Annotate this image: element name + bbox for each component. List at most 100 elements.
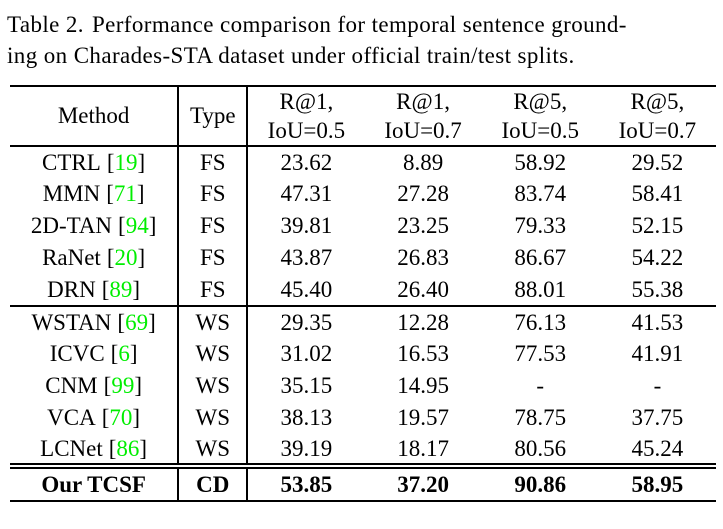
citation-link[interactable]: 70 bbox=[109, 405, 133, 430]
cell-type: WS bbox=[178, 402, 249, 434]
cell-value: 88.01 bbox=[481, 274, 599, 307]
citation-link[interactable]: 69 bbox=[125, 309, 149, 335]
header-metric-bottom: IoU=0.7 bbox=[384, 118, 462, 143]
cell-value: 79.33 bbox=[514, 213, 567, 238]
method-name: RaNet bbox=[42, 245, 101, 270]
cite-bracket-close: ] bbox=[137, 245, 146, 270]
col-header-r5-iou05: R@5, IoU=0.5 bbox=[481, 86, 599, 147]
cell-value: 47.31 bbox=[280, 181, 333, 206]
citation: [86] bbox=[109, 436, 147, 461]
table-row-drn: DRN [89] FS 45.40 26.40 88.01 55.38 bbox=[10, 274, 716, 307]
citation-link[interactable]: 71 bbox=[113, 181, 137, 206]
cell-value: 18.17 bbox=[397, 435, 449, 461]
method-name: ICVC bbox=[49, 341, 105, 366]
cell-type: WS bbox=[178, 370, 249, 402]
cite-bracket-open: [ bbox=[101, 276, 110, 302]
cell-value: - bbox=[653, 373, 662, 398]
cite-bracket-close: ] bbox=[148, 309, 156, 335]
cell-type: FS bbox=[178, 242, 249, 274]
cell-value: 39.81 bbox=[280, 213, 333, 238]
col-header-r5-iou07: R@5, IoU=0.7 bbox=[598, 86, 716, 147]
cell-value: 38.13 bbox=[280, 405, 333, 430]
method-name: MMN bbox=[42, 181, 101, 206]
method-name: WSTAN bbox=[31, 309, 112, 335]
cell-value: 23.62 bbox=[280, 149, 333, 175]
cite-bracket-open: [ bbox=[101, 405, 110, 430]
citation-link[interactable]: 6 bbox=[118, 341, 130, 366]
cell-method: CTRL [19] bbox=[10, 146, 180, 178]
cell-type: FS bbox=[178, 178, 249, 210]
cite-bracket-open: [ bbox=[106, 245, 115, 270]
cite-bracket-close: ] bbox=[136, 181, 145, 206]
method-name: VCA bbox=[47, 405, 96, 430]
cell-value: 39.19 bbox=[280, 435, 333, 461]
header-metric-bottom: IoU=0.7 bbox=[618, 118, 697, 143]
col-header-r1-iou05: R@1, IoU=0.5 bbox=[247, 86, 365, 147]
cell-value: 76.13 bbox=[514, 309, 567, 335]
table-row-wstan: WSTAN [69] WS 29.35 12.28 76.13 41.53 bbox=[10, 306, 716, 338]
cite-bracket-open: [ bbox=[118, 213, 126, 238]
cell-value: 58.92 bbox=[514, 149, 567, 175]
cell-value: 31.02 bbox=[280, 341, 333, 366]
header-row: Method Type R@1, IoU=0.5 R@1, IoU=0.7 R@… bbox=[10, 86, 716, 147]
cell-value: 16.53 bbox=[397, 341, 449, 366]
table-row-mmn: MMN [71] FS 47.31 27.28 83.74 58.41 bbox=[10, 178, 716, 210]
cell-type: FS bbox=[178, 274, 249, 307]
cite-bracket-close: ] bbox=[134, 373, 142, 398]
cite-bracket-open: [ bbox=[106, 149, 115, 175]
cite-bracket-open: [ bbox=[103, 373, 112, 398]
citation: [70] bbox=[102, 405, 140, 430]
citation-link[interactable]: 94 bbox=[125, 213, 149, 238]
cell-value: 29.52 bbox=[631, 149, 684, 175]
cell-type: CD bbox=[178, 463, 249, 501]
cite-bracket-open: [ bbox=[110, 341, 119, 366]
citation: [19] bbox=[107, 150, 145, 175]
cell-value: 19.57 bbox=[397, 405, 449, 430]
cell-value: 58.95 bbox=[598, 463, 716, 501]
cell-value: 52.15 bbox=[631, 213, 684, 238]
citation-link[interactable]: 99 bbox=[111, 373, 135, 398]
citation-link[interactable]: 86 bbox=[116, 435, 140, 461]
citation-link[interactable]: 89 bbox=[109, 276, 133, 302]
cell-value: 90.86 bbox=[481, 463, 599, 501]
cell-value: 27.28 bbox=[397, 181, 449, 206]
cite-bracket-close: ] bbox=[132, 405, 141, 430]
cell-method: LCNet [86] bbox=[10, 434, 180, 466]
cell-method: CNM [99] bbox=[10, 370, 180, 402]
cite-bracket-close: ] bbox=[132, 276, 141, 302]
cell-value: 14.95 bbox=[397, 373, 449, 398]
citation: [71] bbox=[106, 181, 144, 206]
cell-method: VCA [70] bbox=[10, 402, 180, 434]
citation-link[interactable]: 20 bbox=[114, 245, 138, 270]
citation: [6] bbox=[111, 341, 138, 366]
method-name: LCNet bbox=[40, 435, 103, 461]
cell-value: 41.53 bbox=[631, 309, 684, 335]
cell-value: 54.22 bbox=[631, 245, 684, 270]
method-name: DRN bbox=[47, 276, 96, 302]
cell-value: 80.56 bbox=[514, 435, 567, 461]
table-row-lcnet: LCNet [86] WS 39.19 18.17 80.56 45.24 bbox=[10, 434, 716, 466]
cell-method: ICVC [6] bbox=[10, 338, 180, 370]
col-header-r1-iou07: R@1, IoU=0.7 bbox=[364, 86, 482, 147]
cell-value: 43.87 bbox=[280, 245, 333, 270]
cell-value: 83.74 bbox=[514, 181, 567, 206]
cell-value: 86.67 bbox=[514, 245, 567, 270]
citation: [69] bbox=[117, 310, 155, 335]
cell-value: 26.83 bbox=[397, 245, 449, 270]
cell-value: 58.41 bbox=[631, 181, 684, 206]
table-caption: Table 2. Performance comparison for tempo… bbox=[7, 9, 717, 71]
cell-value: 55.38 bbox=[598, 274, 716, 307]
cell-method: WSTAN [69] bbox=[10, 306, 180, 338]
results-table: Method Type R@1, IoU=0.5 R@1, IoU=0.7 R@… bbox=[10, 85, 716, 502]
cell-value: 8.89 bbox=[402, 149, 444, 175]
table-row-vca: VCA [70] WS 38.13 19.57 78.75 37.75 bbox=[10, 402, 716, 434]
method-name: CTRL bbox=[42, 149, 101, 175]
cell-value: 29.35 bbox=[280, 309, 333, 335]
citation-link[interactable]: 19 bbox=[114, 149, 138, 175]
cell-type: FS bbox=[178, 146, 249, 178]
cite-bracket-close: ] bbox=[139, 435, 148, 461]
cite-bracket-open: [ bbox=[117, 309, 126, 335]
col-header-method: Method bbox=[10, 86, 180, 147]
method-name: 2D-TAN bbox=[30, 213, 113, 238]
caption-line2: ing on Charades-STA dataset under offici… bbox=[7, 43, 575, 68]
